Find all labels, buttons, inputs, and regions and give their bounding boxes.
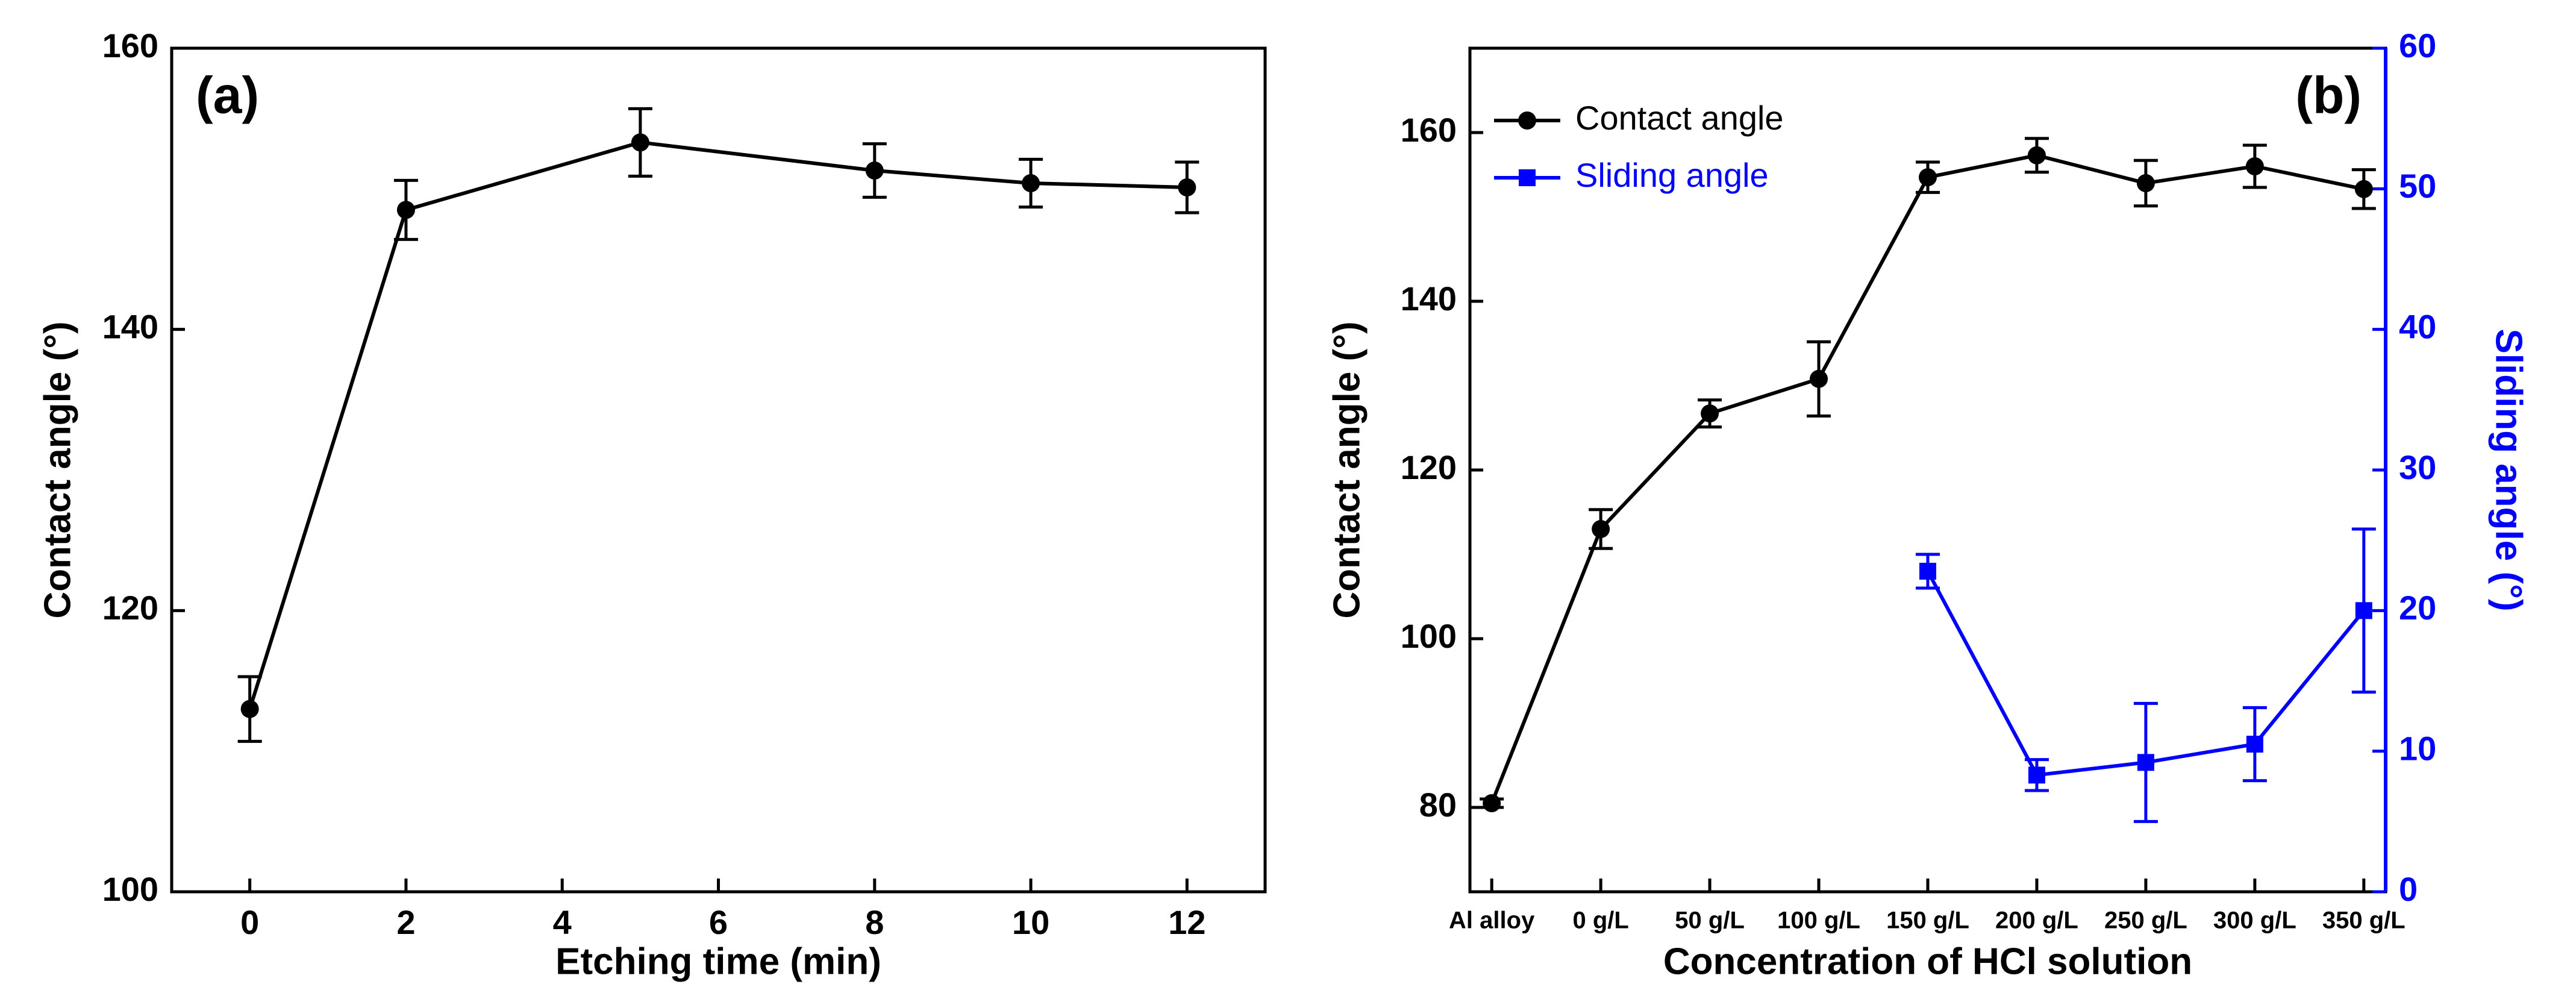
marker: [1919, 168, 1937, 187]
marker: [2137, 754, 2154, 771]
marker: [2245, 157, 2264, 175]
x-tick-label: 10: [1012, 903, 1049, 941]
marker: [1810, 369, 1828, 388]
y-tick-label: 140: [102, 307, 158, 345]
marker: [2136, 174, 2155, 192]
x-axis-label: Concentration of HCl solution: [1663, 941, 2192, 982]
marker: [2354, 180, 2373, 198]
marker: [2027, 146, 2046, 164]
x-tick-label: 6: [709, 903, 728, 941]
y2-tick-label: 10: [2399, 729, 2436, 767]
y2-axis-label: Sliding angle (°): [2488, 328, 2530, 611]
y-tick-label: 80: [1419, 786, 1457, 824]
y-tick-label: 100: [1401, 617, 1457, 655]
x-tick-label: 8: [865, 903, 884, 941]
x-tick-label: 250 g/L: [2104, 907, 2187, 934]
x-tick-label: 0 g/L: [1572, 907, 1628, 934]
y-tick-label: 100: [102, 870, 158, 908]
x-tick-label: 50 g/L: [1675, 907, 1745, 934]
x-tick-label: 4: [553, 903, 572, 941]
y2-tick-label: 20: [2399, 589, 2436, 627]
marker: [1022, 174, 1040, 192]
panel-label: (b): [2295, 67, 2362, 125]
x-tick-label: 200 g/L: [1995, 907, 2078, 934]
series-line: [1490, 153, 2365, 804]
y-tick-label: 160: [1401, 111, 1457, 149]
marker: [1919, 563, 1936, 580]
x-tick-label: 150 g/L: [1886, 907, 1969, 934]
x-tick-label: 350 g/L: [2322, 907, 2406, 934]
legend-label: Contact angle: [1575, 99, 1784, 137]
y2-tick-label: 30: [2399, 448, 2436, 486]
series-line: [248, 140, 1187, 710]
marker: [2246, 736, 2263, 753]
y-tick-label: 140: [1401, 280, 1457, 318]
y-axis-label: Contact angle (°): [1326, 321, 1368, 618]
marker: [1592, 520, 1610, 538]
y2-tick-label: 0: [2399, 870, 2418, 908]
panel-label: (a): [196, 67, 259, 125]
y2-tick-label: 60: [2399, 27, 2436, 64]
marker: [2355, 602, 2372, 619]
x-tick-label: Al alloy: [1449, 907, 1535, 934]
x-tick-label: 12: [1168, 903, 1205, 941]
legend-marker: [1518, 111, 1536, 130]
y2-tick-label: 50: [2399, 167, 2436, 205]
y2-tick-label: 40: [2399, 307, 2436, 345]
legend-marker: [1519, 169, 1536, 186]
marker: [865, 161, 884, 180]
marker: [631, 133, 649, 152]
marker: [396, 201, 415, 219]
x-tick-label: 0: [240, 903, 259, 941]
marker: [240, 700, 259, 718]
x-tick-label: 300 g/L: [2213, 907, 2296, 934]
marker: [1483, 794, 1501, 812]
marker: [1701, 404, 1719, 423]
panel: 80 100 120 140 160 0 10 20 30 40 50 60 Sliding angle…: [1326, 27, 2529, 983]
marker: [1178, 178, 1196, 196]
x-tick-label: 2: [396, 903, 415, 941]
x-axis-label: Etching time (min): [555, 941, 881, 982]
marker: [2028, 766, 2045, 784]
y-axis-label: Contact angle (°): [37, 321, 78, 618]
x-tick-label: 100 g/L: [1777, 907, 1860, 934]
y-tick-label: 160: [102, 27, 158, 64]
y-tick-label: 120: [102, 589, 158, 627]
y-tick-label: 120: [1401, 448, 1457, 486]
legend-label: Sliding angle: [1575, 156, 1769, 194]
plot-frame: [170, 46, 1267, 894]
panel: 100 120 140 160 0 2 4 6 8 10 12 Etching time (min) C…: [37, 27, 1267, 982]
